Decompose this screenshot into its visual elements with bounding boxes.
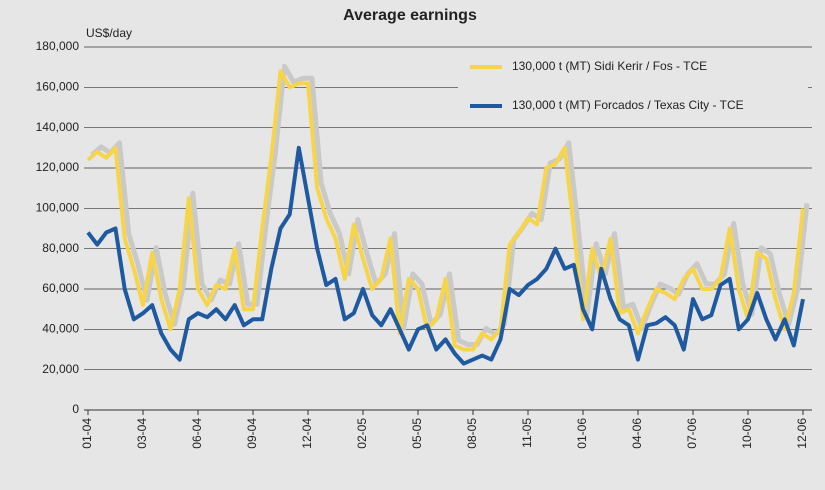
y-axis-title: US$/day <box>86 26 132 40</box>
x-tick-label: 05-05 <box>410 418 424 449</box>
y-tick-label: 180,000 <box>36 39 80 53</box>
x-tick-label: 10-06 <box>740 418 754 449</box>
x-tick-label: 12-04 <box>300 418 314 449</box>
y-tick-label: 100,000 <box>36 201 80 215</box>
y-tick-label: 160,000 <box>36 80 80 94</box>
y-tick-label: 60,000 <box>42 281 79 295</box>
y-tick-label: 80,000 <box>42 241 79 255</box>
x-tick-label: 04-06 <box>630 418 644 449</box>
x-tick-label: 02-05 <box>355 418 369 449</box>
legend-box <box>458 48 808 126</box>
x-tick-label: 01-04 <box>80 418 94 449</box>
y-tick-label: 120,000 <box>36 160 80 174</box>
x-tick-label: 12-06 <box>795 418 809 449</box>
x-tick-label: 06-04 <box>190 418 204 449</box>
chart-title: Average earnings <box>343 7 477 24</box>
y-tick-label: 0 <box>72 402 79 416</box>
x-tick-label: 01-06 <box>575 418 589 449</box>
legend-label: 130,000 t (MT) Sidi Kerir / Fos - TCE <box>512 59 707 73</box>
y-tick-label: 20,000 <box>42 362 79 376</box>
y-tick-label: 140,000 <box>36 120 80 134</box>
x-tick-label: 08-05 <box>465 418 479 449</box>
series-line <box>86 145 805 366</box>
legend-label: 130,000 t (MT) Forcados / Texas City - T… <box>512 98 744 112</box>
y-tick-label: 40,000 <box>42 322 79 336</box>
series-line <box>86 69 805 352</box>
x-tick-label: 09-04 <box>245 418 259 449</box>
x-tick-label: 07-06 <box>685 418 699 449</box>
x-tick-label: 11-05 <box>520 418 534 448</box>
x-tick-label: 03-04 <box>135 418 149 449</box>
